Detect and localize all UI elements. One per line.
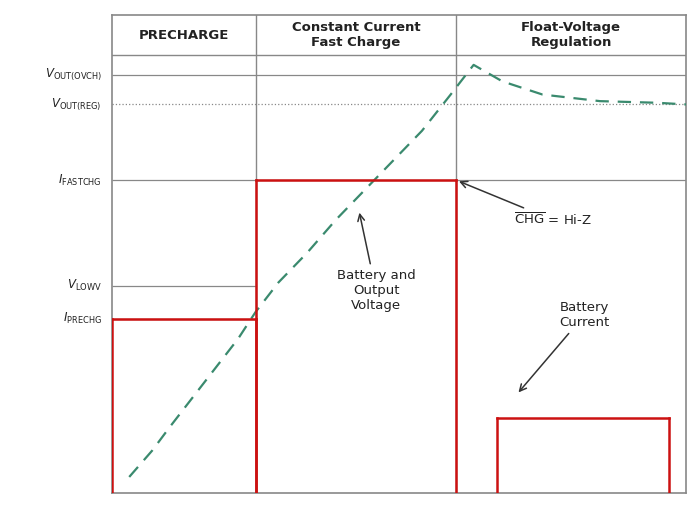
- Text: Constant Current
Fast Charge: Constant Current Fast Charge: [292, 21, 420, 49]
- Text: $I_{\mathrm{FASTCHG}}$: $I_{\mathrm{FASTCHG}}$: [58, 173, 102, 188]
- Text: Battery
Current: Battery Current: [519, 301, 610, 391]
- Text: PRECHARGE: PRECHARGE: [139, 29, 229, 42]
- Text: $V_{\mathrm{LOWV}}$: $V_{\mathrm{LOWV}}$: [67, 278, 102, 293]
- Text: Battery and
Output
Voltage: Battery and Output Voltage: [337, 214, 415, 313]
- Text: $V_{\mathrm{OUT(REG)}}$: $V_{\mathrm{OUT(REG)}}$: [51, 96, 102, 113]
- Text: Float-Voltage
Regulation: Float-Voltage Regulation: [522, 21, 621, 49]
- Text: $V_{\mathrm{OUT(OVCH)}}$: $V_{\mathrm{OUT(OVCH)}}$: [45, 66, 102, 83]
- Text: $I_{\mathrm{PRECHG}}$: $I_{\mathrm{PRECHG}}$: [63, 311, 102, 326]
- Text: $\overline{\mathrm{CHG}}$ = Hi-Z: $\overline{\mathrm{CHG}}$ = Hi-Z: [461, 181, 592, 228]
